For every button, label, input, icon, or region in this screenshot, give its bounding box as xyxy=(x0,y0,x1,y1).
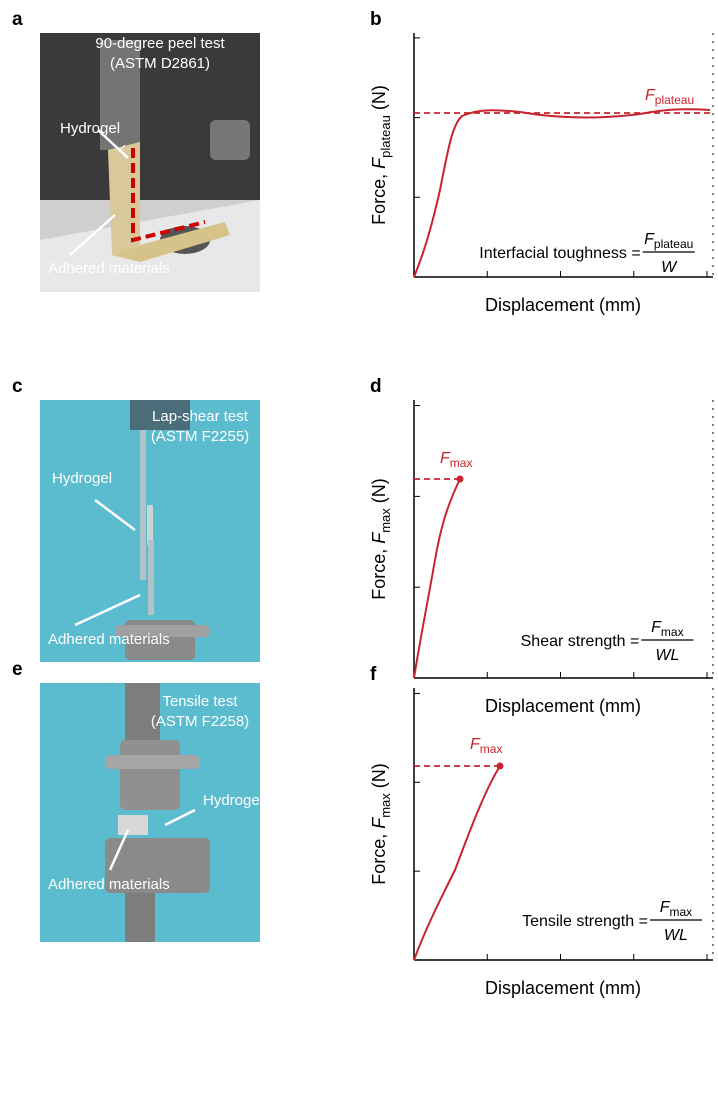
formula-denominator: WL xyxy=(664,927,688,944)
panel-letter: e xyxy=(12,659,23,680)
curve xyxy=(414,479,460,678)
curve xyxy=(414,766,500,960)
y-label-unit: (N) xyxy=(369,763,389,788)
y-label-text: Force, xyxy=(369,174,389,225)
callout: Adhered materials xyxy=(48,631,170,648)
marker-subscript: max xyxy=(480,742,503,756)
numerator-subscript: max xyxy=(669,905,692,919)
y-label-text: Force, xyxy=(369,834,389,885)
y-axis-label: Force,Fmax(N) xyxy=(369,763,393,885)
numerator-subscript: max xyxy=(661,625,684,639)
callout: Hydrogel xyxy=(52,470,112,487)
panel-letter: f xyxy=(370,664,377,685)
y-label-subscript: plateau xyxy=(378,115,393,158)
y-label-text: Force, xyxy=(369,549,389,600)
formula-denominator: WL xyxy=(655,647,679,664)
marker-label: Fmax xyxy=(470,736,502,756)
test-label: Tensile test xyxy=(162,693,238,710)
x-axis-label: Displacement (mm) xyxy=(485,295,641,315)
formula-denominator: W xyxy=(661,259,678,276)
formula-text: Tensile strength = xyxy=(522,913,648,930)
figure: a 90-degree peel test (ASTM D2861) Hydrogel… xyxy=(0,0,718,1091)
test-label: (ASTM F2258) xyxy=(151,713,249,730)
y-label-subscript: max xyxy=(378,508,393,533)
y-label-unit: (N) xyxy=(369,85,389,110)
y-axis-label: Force,Fmax(N) xyxy=(369,478,393,600)
callout: Hydrogel xyxy=(203,792,263,809)
panel-letter: a xyxy=(12,9,23,30)
y-label-unit: (N) xyxy=(369,478,389,503)
panel-letter: d xyxy=(370,376,382,397)
peak-dot xyxy=(497,763,504,770)
formula-text: Interfacial toughness = xyxy=(479,245,640,262)
marker-subscript: plateau xyxy=(655,93,694,107)
test-label: Lap-shear test xyxy=(152,408,249,425)
formula-numerator: Fmax xyxy=(660,899,692,919)
marker-label: Fplateau xyxy=(645,87,694,107)
callout: Hydrogel xyxy=(60,120,120,137)
formula-numerator: Fplateau xyxy=(644,231,693,251)
x-axis-label: Displacement (mm) xyxy=(485,696,641,716)
callout: Adhered materials xyxy=(48,260,170,277)
x-axis-label: Displacement (mm) xyxy=(485,978,641,998)
panel-letter: c xyxy=(12,376,23,397)
peak-dot xyxy=(457,476,464,483)
marker-subscript: max xyxy=(450,456,473,470)
formula-numerator: Fmax xyxy=(651,619,683,639)
test-label: (ASTM D2861) xyxy=(110,55,210,72)
formula-text: Shear strength = xyxy=(521,633,640,650)
panel-letter: b xyxy=(370,9,382,30)
numerator-subscript: plateau xyxy=(654,237,693,251)
test-label: (ASTM F2255) xyxy=(151,428,249,445)
callout: Adhered materials xyxy=(48,876,170,893)
test-label: 90-degree peel test xyxy=(95,35,225,52)
y-label-subscript: max xyxy=(378,793,393,818)
y-axis-label: Force,Fplateau(N) xyxy=(369,85,393,225)
marker-label: Fmax xyxy=(440,450,472,470)
